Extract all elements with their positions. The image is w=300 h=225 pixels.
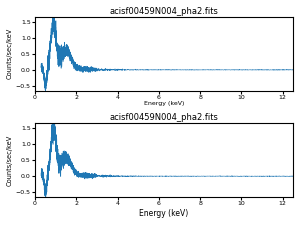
Y-axis label: Counts/sec/keV: Counts/sec/keV [7,135,13,186]
Title: acisf00459N004_pha2.fits: acisf00459N004_pha2.fits [110,113,218,122]
Title: acisf00459N004_pha2.fits: acisf00459N004_pha2.fits [110,7,218,16]
Y-axis label: Counts/sec/keV: Counts/sec/keV [7,28,13,79]
X-axis label: Energy (keV): Energy (keV) [144,101,184,106]
X-axis label: Energy (keV): Energy (keV) [139,209,189,218]
